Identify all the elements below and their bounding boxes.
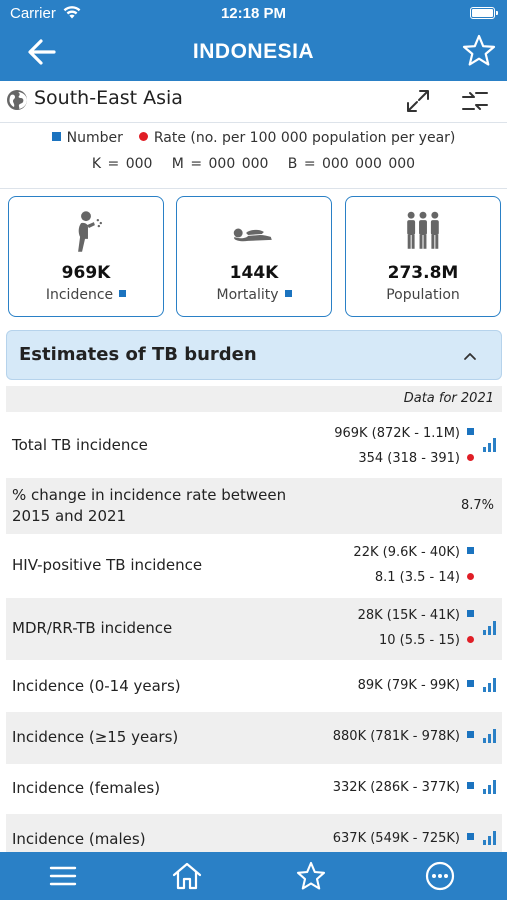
back-arrow-icon[interactable] — [22, 34, 62, 70]
row-rate-value: 8.1 (3.5 - 14) — [375, 570, 474, 585]
table-row: Incidence (males) 637K (549K - 725K) — [6, 814, 502, 852]
status-time: 12:18 PM — [220, 5, 287, 22]
person-lying-icon — [233, 228, 272, 242]
compress-icon[interactable] — [460, 87, 490, 115]
row-label: MDR/RR-TB incidence — [12, 619, 173, 637]
region-row: South-East Asia — [0, 81, 507, 123]
region-name: South-East Asia — [34, 87, 183, 109]
table-row: Incidence (0-14 years) 89K (79K - 99K) — [6, 660, 502, 712]
population-label: Population — [386, 287, 460, 303]
favorites-star-icon[interactable] — [295, 860, 327, 892]
row-label: Incidence (males) — [12, 830, 146, 848]
globe-icon — [7, 90, 27, 110]
table-row: % change in incidence rate between 2015 … — [6, 478, 502, 534]
mortality-value: 144K — [229, 263, 279, 283]
chevron-up-icon[interactable] — [463, 349, 477, 363]
legend-units: K = 000 M = 000 000 B = 000 000 000 — [91, 156, 416, 172]
more-options-icon[interactable] — [424, 860, 456, 892]
row-value: 8.7% — [460, 498, 494, 513]
top-bar: Carrier 12:18 PM INDONESIA — [0, 0, 507, 81]
trend-chart-icon[interactable] — [483, 831, 496, 845]
legend: Number Rate (no. per 100 000 population p… — [0, 130, 507, 172]
row-number-value: 332K (286K - 377K) — [333, 780, 474, 795]
person-coughing-icon — [78, 211, 102, 252]
population-card[interactable]: 273.8M Population — [345, 196, 501, 317]
row-number-value: 880K (781K - 978K) — [333, 729, 474, 744]
row-number-value: 637K (549K - 725K) — [333, 831, 474, 846]
page-title: INDONESIA — [192, 40, 315, 63]
row-label: Total TB incidence — [12, 436, 148, 454]
bottom-tab-bar — [0, 852, 507, 900]
expand-icon[interactable] — [404, 87, 432, 115]
wifi-icon — [63, 6, 81, 19]
row-number-value: 22K (9.6K - 40K) — [353, 545, 474, 560]
battery-icon — [470, 7, 498, 19]
row-number-value: 28K (15K - 41K) — [358, 608, 474, 623]
table-row: MDR/RR-TB incidence 28K (15K - 41K) 10 (… — [6, 598, 502, 660]
row-label: Incidence (0-14 years) — [12, 677, 181, 695]
incidence-label: Incidence — [45, 287, 114, 303]
trend-chart-icon[interactable] — [483, 780, 496, 794]
table-row: Incidence (females) 332K (286K - 377K) — [6, 764, 502, 814]
home-icon[interactable] — [171, 860, 203, 892]
row-label: Incidence (females) — [12, 779, 161, 797]
number-marker-icon — [467, 610, 474, 617]
mortality-card[interactable]: 144K Mortality — [176, 196, 332, 317]
rate-marker-icon — [467, 454, 474, 461]
row-number-value: 89K (79K - 99K) — [358, 678, 474, 693]
table-row: HIV-positive TB incidence 22K (9.6K - 40… — [6, 534, 502, 598]
number-marker-icon — [51, 132, 61, 141]
rate-marker-icon — [138, 132, 148, 141]
trend-chart-icon[interactable] — [483, 729, 496, 743]
legend-rate-label: Rate (no. per 100 000 population per yea… — [153, 130, 456, 146]
incidence-card[interactable]: 969K Incidence — [8, 196, 164, 317]
rate-marker-icon — [467, 636, 474, 643]
status-bar: Carrier 12:18 PM — [0, 0, 507, 28]
number-marker-icon — [467, 680, 474, 687]
rate-marker-icon — [467, 573, 474, 580]
row-number-value: 969K (872K - 1.1M) — [334, 426, 474, 441]
number-marker-icon — [119, 290, 127, 297]
number-marker-icon — [467, 731, 474, 738]
number-marker-icon — [284, 290, 292, 297]
mortality-label: Mortality — [216, 287, 279, 303]
favorite-star-icon[interactable] — [461, 33, 497, 69]
legend-number-label: Number — [66, 130, 123, 146]
carrier-label: Carrier — [10, 5, 56, 22]
number-marker-icon — [467, 782, 474, 789]
number-marker-icon — [467, 428, 474, 435]
table-row: Incidence (≥15 years) 880K (781K - 978K) — [6, 712, 502, 764]
trend-chart-icon[interactable] — [483, 678, 496, 692]
table-row: Total TB incidence 969K (872K - 1.1M) 35… — [6, 414, 502, 478]
row-label: Incidence (≥15 years) — [12, 728, 179, 746]
trend-chart-icon[interactable] — [483, 438, 496, 452]
row-label: % change in incidence rate between 2015 … — [12, 486, 287, 525]
trend-chart-icon[interactable] — [483, 621, 496, 635]
number-marker-icon — [467, 547, 474, 554]
divider — [0, 188, 507, 189]
number-marker-icon — [467, 833, 474, 840]
incidence-value: 969K — [61, 263, 111, 283]
row-rate-value: 10 (5.5 - 15) — [379, 633, 474, 648]
tb-burden-section-header[interactable]: Estimates of TB burden — [6, 330, 502, 380]
menu-icon[interactable] — [47, 860, 79, 892]
population-value: 273.8M — [387, 263, 459, 283]
row-rate-value: 354 (318 - 391) — [358, 451, 474, 466]
people-group-icon — [407, 211, 439, 249]
section-title: Estimates of TB burden — [19, 344, 257, 365]
data-year-label: Data for 2021 — [6, 386, 502, 412]
row-label: HIV-positive TB incidence — [12, 556, 203, 574]
